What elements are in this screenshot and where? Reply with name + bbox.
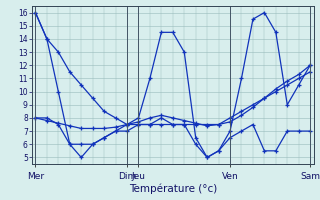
X-axis label: Température (°c): Température (°c)	[129, 183, 217, 194]
